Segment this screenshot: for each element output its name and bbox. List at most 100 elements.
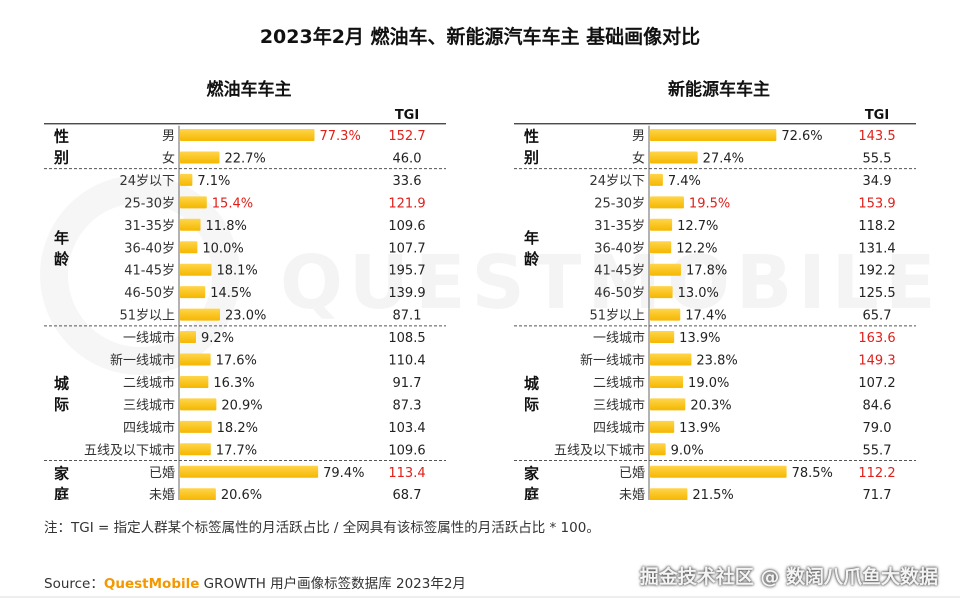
source-line: Source：QuestMobile GROWTH 用户画像标签数据库 2023…	[44, 572, 466, 592]
group-label: 家	[524, 464, 539, 482]
tgi-value: 121.9	[388, 196, 425, 211]
tgi-value: 131.4	[858, 241, 895, 256]
bar	[650, 420, 675, 433]
bar	[650, 375, 684, 388]
bar	[180, 465, 319, 478]
bar	[180, 241, 198, 254]
tgi-value: 107.2	[858, 376, 895, 391]
value-label: 77.3%	[320, 129, 361, 144]
group-label: 龄	[54, 250, 70, 268]
tgi-value: 192.2	[858, 264, 895, 279]
tgi-value: 84.6	[863, 398, 892, 413]
category-label: 51岁以上	[119, 309, 175, 324]
category-label: 36-40岁	[594, 241, 645, 256]
category-label: 25-30岁	[594, 196, 645, 211]
value-label: 18.2%	[217, 421, 258, 436]
category-label: 男	[162, 129, 175, 144]
value-label: 78.5%	[792, 466, 833, 481]
value-label: 7.4%	[668, 174, 701, 189]
value-label: 19.0%	[688, 376, 729, 391]
category-label: 24岁以下	[119, 174, 175, 189]
panel-title: 新能源车车主	[668, 79, 770, 100]
tgi-value: 55.7	[863, 443, 892, 458]
value-label: 9.2%	[201, 331, 234, 346]
value-label: 15.4%	[212, 196, 253, 211]
tgi-value: 149.3	[858, 354, 895, 369]
group-label: 际	[54, 396, 69, 414]
group-label: 年	[54, 229, 69, 247]
value-label: 17.8%	[686, 264, 727, 279]
value-label: 12.7%	[677, 219, 718, 234]
group-label: 别	[523, 149, 539, 167]
watermark: QUESTMOBILE	[280, 240, 942, 326]
bar	[180, 129, 315, 141]
group-label: 庭	[54, 485, 70, 500]
bar	[650, 196, 684, 209]
group-label: 城	[54, 375, 69, 393]
tgi-value: 110.4	[388, 354, 425, 369]
category-label: 三线城市	[593, 397, 645, 413]
credit-watermark: 掘金技术社区 @ 数阔八爪鱼大数据	[639, 566, 938, 588]
group-label: 家	[54, 464, 69, 482]
category-label: 男	[632, 129, 645, 144]
category-label: 31-35岁	[124, 219, 175, 234]
bar	[650, 151, 698, 164]
bar	[180, 286, 206, 299]
bar	[650, 173, 663, 186]
bar	[650, 218, 673, 231]
value-label: 23.8%	[696, 354, 737, 369]
value-label: 19.5%	[689, 196, 730, 211]
bar	[650, 263, 681, 276]
category-label: 已婚	[619, 466, 645, 481]
footnote: 注：TGI = 指定人群某个标签属性的月活跃占比 / 全网具有该标签属性的月活跃…	[44, 520, 600, 536]
tgi-value: 143.5	[858, 129, 895, 144]
category-label: 51岁以上	[589, 309, 645, 324]
category-label: 四线城市	[123, 420, 175, 436]
bar	[180, 488, 216, 500]
tgi-value: 33.6	[393, 174, 422, 189]
group-label: 际	[524, 396, 539, 414]
page-title: 2023年2月 燃油车、新能源汽车车主 基础画像对比	[259, 26, 701, 48]
value-label: 17.4%	[685, 309, 726, 324]
value-label: 20.9%	[221, 398, 262, 413]
category-label: 新一线城市	[580, 353, 645, 369]
category-label: 36-40岁	[124, 241, 175, 256]
category-label: 女	[162, 150, 175, 166]
value-label: 14.5%	[210, 286, 251, 301]
value-label: 9.0%	[671, 443, 704, 458]
tgi-value: 46.0	[393, 151, 422, 166]
category-label: 已婚	[149, 466, 175, 481]
bar	[650, 286, 673, 299]
value-label: 7.1%	[197, 174, 230, 189]
bar	[180, 375, 209, 388]
panel-title: 燃油车车主	[207, 79, 292, 100]
bar	[180, 173, 193, 186]
value-label: 20.6%	[221, 488, 262, 500]
bar	[650, 353, 692, 366]
tgi-value: 163.6	[858, 331, 895, 346]
group-label: 城	[524, 375, 539, 393]
value-label: 13.0%	[678, 286, 719, 301]
value-label: 13.9%	[679, 331, 720, 346]
bar	[180, 331, 197, 344]
bar	[650, 465, 787, 478]
bar	[180, 308, 221, 321]
value-label: 13.9%	[679, 421, 720, 436]
category-label: 25-30岁	[124, 196, 175, 211]
value-label: 18.1%	[216, 264, 257, 279]
value-label: 12.2%	[676, 241, 717, 256]
category-label: 一线城市	[593, 330, 645, 346]
bar	[650, 308, 681, 321]
value-label: 23.0%	[225, 309, 266, 324]
bar	[180, 398, 217, 411]
bar	[180, 420, 212, 433]
group-label: 性	[54, 128, 69, 146]
category-label: 41-45岁	[594, 264, 645, 279]
bar	[650, 488, 688, 500]
tgi-value: 87.1	[393, 309, 422, 324]
tgi-value: 87.3	[393, 398, 422, 413]
value-label: 27.4%	[703, 151, 744, 166]
bottom-divider	[0, 596, 960, 598]
category-label: 三线城市	[123, 397, 175, 413]
category-label: 31-35岁	[594, 219, 645, 234]
